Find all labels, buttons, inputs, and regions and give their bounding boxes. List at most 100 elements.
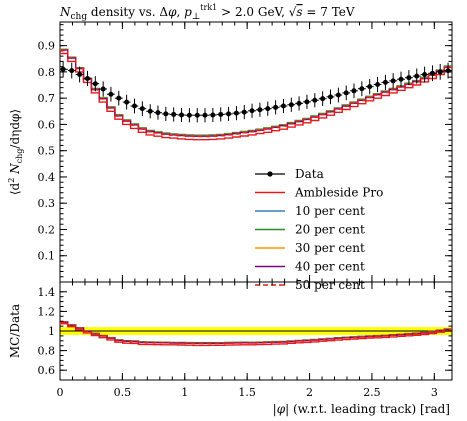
- lower-axis-ticks: 0.6 0.8 1 1.2 1.4 0 0.5 1 1.5 2 2.5 3: [38, 282, 452, 399]
- legend-label: 50 per cent: [295, 278, 365, 292]
- ratio-band: [60, 327, 452, 335]
- data-point: [445, 68, 451, 74]
- data-point: [406, 75, 412, 81]
- ratio-y-tick-label: 0.6: [38, 364, 56, 377]
- lower-series-group: [60, 321, 452, 347]
- data-point: [273, 104, 279, 110]
- x-tick-label: 2: [306, 386, 313, 399]
- data-point: [202, 112, 208, 118]
- title-s: s: [296, 5, 302, 19]
- title-chg: chg: [71, 12, 88, 22]
- data-point: [359, 86, 365, 92]
- data-point: [233, 110, 239, 116]
- data-point: [265, 106, 271, 112]
- xlabel-rest: (w.r.t. leading track) [rad]: [289, 402, 450, 416]
- lower-y-axis-label: MC/Data: [8, 304, 22, 358]
- y-tick-label: 0.8: [38, 66, 56, 79]
- legend-label: Ambleside Pro: [294, 186, 383, 200]
- data-point: [218, 111, 224, 117]
- data-point: [171, 111, 177, 117]
- data-point: [414, 73, 420, 79]
- data-point: [179, 112, 185, 118]
- x-tick-label: 2.5: [363, 386, 381, 399]
- ratio-y-tick-label: 0.8: [38, 345, 56, 358]
- data-point: [257, 107, 263, 113]
- data-point: [398, 76, 404, 82]
- upper-axis-ticks: 0.1 0.2 0.3 0.4 0.5 0.6 0.7 0.8 0.9: [38, 22, 452, 283]
- ratio-y-tick-label: 1.2: [38, 305, 56, 318]
- data-point: [351, 88, 357, 94]
- data-point: [210, 112, 216, 118]
- data-point: [312, 97, 318, 103]
- upper-plot-frame: [59, 21, 453, 283]
- data-point: [124, 99, 130, 105]
- series-line-50-per-cent: [60, 49, 452, 138]
- title-cut: > 2.0 GeV,: [217, 5, 288, 19]
- data-point: [163, 111, 169, 117]
- data-point: [92, 81, 98, 87]
- title-perp: ⊥: [192, 12, 200, 22]
- legend-label: 10 per cent: [295, 204, 365, 218]
- data-point: [437, 69, 443, 75]
- ratio-y-tick-label: 1.4: [38, 286, 56, 299]
- data-point: [335, 92, 341, 98]
- upper-series-group: [60, 48, 452, 141]
- ylabel-rest: /dηdφ⟩: [8, 109, 22, 149]
- ylabel-n: N: [8, 163, 22, 178]
- xlabel-bar2: |: [285, 402, 289, 416]
- legend-label: Data: [295, 167, 324, 181]
- data-point: [69, 68, 75, 74]
- data-point: [194, 112, 200, 118]
- x-tick-label: 1: [181, 386, 188, 399]
- data-point: [304, 99, 310, 105]
- y-tick-label: 0.7: [38, 92, 56, 105]
- data-point: [249, 108, 255, 114]
- data-point: [296, 100, 302, 106]
- legend-label: 30 per cent: [295, 241, 365, 255]
- y-tick-label: 0.1: [38, 250, 56, 263]
- data-points-group: [60, 61, 452, 123]
- x-tick-label: 0.5: [114, 386, 132, 399]
- data-point: [367, 84, 373, 90]
- data-point: [390, 78, 396, 84]
- title-trk: trk1: [200, 3, 217, 12]
- ratio-y-tick-label: 1: [48, 325, 55, 338]
- data-point: [288, 102, 294, 108]
- x-tick-label: 3: [431, 386, 438, 399]
- ylabel-open: ⟨d: [8, 182, 22, 195]
- legend-label: 40 per cent: [295, 260, 365, 274]
- series-line-ambleside-pro: [60, 52, 452, 141]
- data-point: [116, 95, 122, 101]
- title-sqrt: √: [289, 5, 297, 19]
- title-sep: ,: [177, 5, 185, 19]
- data-point: [84, 75, 90, 81]
- legend: Data Ambleside Pro 10 per cent 20 per cent 3…: [255, 167, 383, 292]
- data-point: [100, 86, 106, 92]
- data-point: [226, 111, 232, 117]
- data-point: [343, 90, 349, 96]
- data-point: [382, 79, 388, 85]
- data-point: [108, 91, 114, 97]
- data-point: [422, 72, 428, 78]
- x-axis-label: |φ| (w.r.t. leading track) [rad]: [273, 402, 450, 416]
- y-tick-label: 0.3: [38, 197, 56, 210]
- y-tick-label: 0.4: [38, 171, 56, 184]
- upper-y-axis-label: ⟨d2 Nchg/dηdφ⟩: [7, 109, 24, 195]
- data-point: [60, 66, 66, 72]
- xlabel-phi: φ: [277, 402, 286, 416]
- y-tick-label: 0.2: [38, 223, 56, 236]
- data-point: [320, 96, 326, 102]
- ylabel-two: 2: [7, 178, 16, 183]
- title-n: N: [59, 5, 71, 19]
- ratio-line-ambleside-pro: [60, 323, 452, 347]
- data-point: [147, 108, 153, 114]
- y-tick-label: 0.6: [38, 118, 56, 131]
- data-point: [241, 109, 247, 115]
- x-tick-label: 1.5: [238, 386, 256, 399]
- ylabel-chg: chg: [15, 149, 24, 164]
- y-tick-label: 0.9: [38, 40, 56, 53]
- title-phi: φ: [168, 5, 177, 19]
- title-p: p: [184, 5, 192, 19]
- chart-title: Nchg density vs. Δφ, p⊥trk1 > 2.0 GeV, √…: [59, 3, 355, 22]
